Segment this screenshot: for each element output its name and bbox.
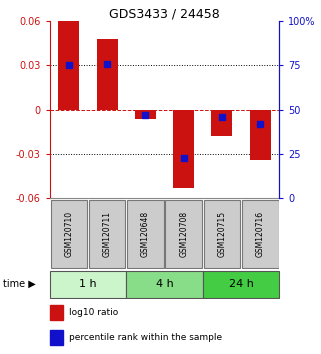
Text: GSM120715: GSM120715 <box>217 211 226 257</box>
Bar <box>50 330 63 345</box>
Bar <box>126 271 203 298</box>
Bar <box>165 200 202 268</box>
Text: log10 ratio: log10 ratio <box>69 308 118 317</box>
Bar <box>135 110 156 119</box>
Text: 24 h: 24 h <box>229 279 254 289</box>
Title: GDS3433 / 24458: GDS3433 / 24458 <box>109 7 220 20</box>
Bar <box>50 271 126 298</box>
Text: 4 h: 4 h <box>156 279 173 289</box>
Bar <box>127 200 164 268</box>
Text: GSM120710: GSM120710 <box>65 211 74 257</box>
Bar <box>203 271 279 298</box>
Bar <box>50 200 87 268</box>
Text: GSM120708: GSM120708 <box>179 211 188 257</box>
Text: 1 h: 1 h <box>79 279 97 289</box>
Text: time ▶: time ▶ <box>3 279 36 289</box>
Bar <box>242 200 279 268</box>
Bar <box>50 304 63 320</box>
Bar <box>211 110 232 136</box>
Bar <box>89 200 126 268</box>
Text: GSM120648: GSM120648 <box>141 211 150 257</box>
Text: percentile rank within the sample: percentile rank within the sample <box>69 333 222 342</box>
Bar <box>204 200 240 268</box>
Text: GSM120711: GSM120711 <box>103 211 112 257</box>
Text: GSM120716: GSM120716 <box>256 211 265 257</box>
Bar <box>250 110 271 160</box>
Bar <box>97 39 118 110</box>
Bar <box>58 21 79 110</box>
Bar <box>173 110 194 188</box>
